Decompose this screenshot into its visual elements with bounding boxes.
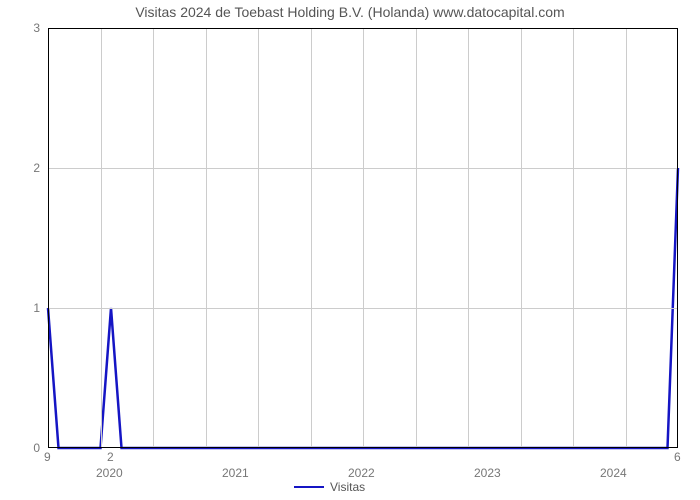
gridline-vertical xyxy=(153,28,154,448)
gridline-vertical xyxy=(311,28,312,448)
legend-swatch-visitas xyxy=(294,486,324,488)
chart-plot-area xyxy=(48,28,678,448)
gridline-vertical xyxy=(206,28,207,448)
gridline-vertical xyxy=(521,28,522,448)
plot-border xyxy=(677,28,678,448)
x-axis-tick-label: 2024 xyxy=(600,466,627,480)
plot-border xyxy=(48,447,678,448)
gridline-vertical xyxy=(573,28,574,448)
x-axis-tick-label: 2023 xyxy=(474,466,501,480)
data-point-label: 6 xyxy=(674,450,681,464)
gridline-vertical xyxy=(363,28,364,448)
gridline-vertical xyxy=(258,28,259,448)
data-point-label: 2 xyxy=(107,450,114,464)
chart-title: Visitas 2024 de Toebast Holding B.V. (Ho… xyxy=(0,4,700,20)
x-axis-tick-label: 2020 xyxy=(96,466,123,480)
x-axis-tick-label: 2022 xyxy=(348,466,375,480)
plot-border xyxy=(48,28,49,448)
legend-label: Visitas xyxy=(330,480,365,494)
x-axis-tick-label: 2021 xyxy=(222,466,249,480)
legend: Visitas xyxy=(294,480,365,494)
gridline-vertical xyxy=(416,28,417,448)
data-point-label: 9 xyxy=(44,450,51,464)
gridline-vertical xyxy=(468,28,469,448)
gridline-horizontal xyxy=(48,168,678,169)
gridline-vertical xyxy=(626,28,627,448)
y-axis-tick-label: 0 xyxy=(33,441,40,455)
plot-border xyxy=(48,28,678,29)
gridline-vertical xyxy=(101,28,102,448)
gridline-horizontal xyxy=(48,308,678,309)
y-axis-tick-label: 1 xyxy=(33,301,40,315)
y-axis-tick-label: 3 xyxy=(33,21,40,35)
y-axis-tick-label: 2 xyxy=(33,161,40,175)
